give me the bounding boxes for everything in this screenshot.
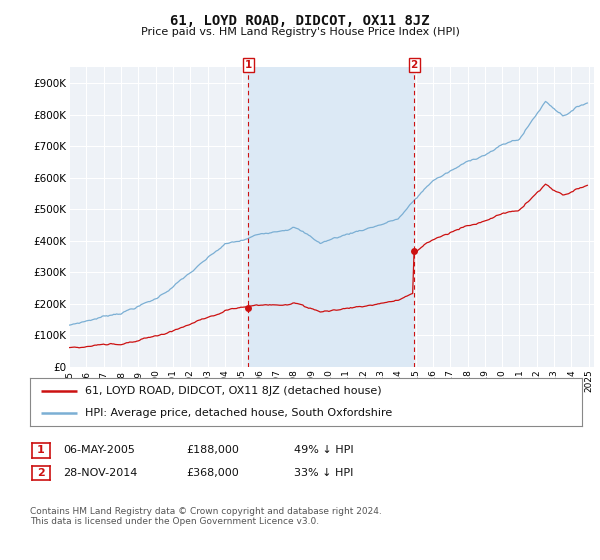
Text: 61, LOYD ROAD, DIDCOT, OX11 8JZ (detached house): 61, LOYD ROAD, DIDCOT, OX11 8JZ (detache… (85, 386, 382, 396)
Text: 2: 2 (37, 468, 44, 478)
Text: £188,000: £188,000 (186, 445, 239, 455)
Text: 1: 1 (245, 60, 252, 70)
Text: 06-MAY-2005: 06-MAY-2005 (63, 445, 135, 455)
Text: £368,000: £368,000 (186, 468, 239, 478)
Text: Price paid vs. HM Land Registry's House Price Index (HPI): Price paid vs. HM Land Registry's House … (140, 27, 460, 37)
Text: 49% ↓ HPI: 49% ↓ HPI (294, 445, 353, 455)
Text: 61, LOYD ROAD, DIDCOT, OX11 8JZ: 61, LOYD ROAD, DIDCOT, OX11 8JZ (170, 14, 430, 28)
Bar (248, 67, 414, 367)
Text: Contains HM Land Registry data © Crown copyright and database right 2024.
This d: Contains HM Land Registry data © Crown c… (30, 507, 382, 526)
Text: 28-NOV-2014: 28-NOV-2014 (63, 468, 137, 478)
Text: 33% ↓ HPI: 33% ↓ HPI (294, 468, 353, 478)
Text: HPI: Average price, detached house, South Oxfordshire: HPI: Average price, detached house, Sout… (85, 408, 392, 418)
Text: 1: 1 (37, 445, 44, 455)
Text: 2: 2 (410, 60, 418, 70)
